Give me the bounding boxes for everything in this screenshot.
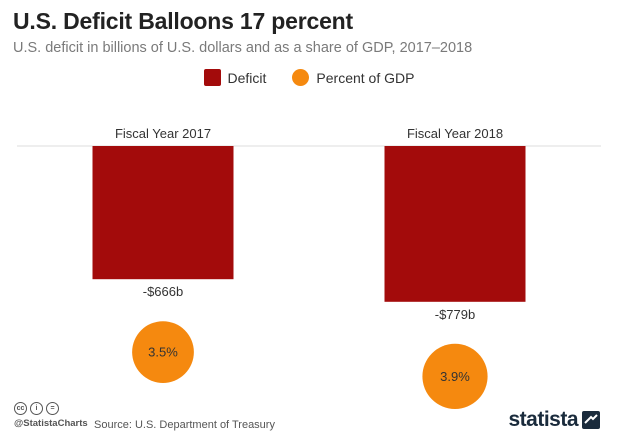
legend-swatch-deficit — [203, 69, 221, 86]
source-note: Source: U.S. Department of Treasury — [94, 419, 275, 431]
chart-title: U.S. Deficit Balloons 17 percent — [13, 8, 353, 34]
legend-label-deficit: Deficit — [227, 69, 267, 86]
license-block: cc i = @StatistaCharts — [14, 402, 88, 429]
legend-item-gdp: Percent of GDP — [292, 69, 414, 86]
gdp-bubble — [422, 343, 488, 409]
legend-swatch-gdp — [292, 69, 310, 86]
deficit-bar — [384, 146, 526, 302]
gdp-value-label: 3.5% — [148, 345, 178, 360]
deficit-value-label: -$779b — [435, 307, 475, 322]
no-derivatives-icon: = — [46, 402, 59, 415]
chart-subtitle: U.S. deficit in billions of U.S. dollars… — [13, 40, 473, 56]
category-label: Fiscal Year 2018 — [407, 126, 503, 141]
cc-icon: cc — [14, 402, 27, 415]
gdp-bubble — [132, 321, 194, 383]
attribution-icon: i — [30, 402, 43, 415]
statista-mark-icon — [582, 411, 600, 429]
deficit-value-label: -$666b — [143, 284, 183, 299]
legend-item-deficit: Deficit — [203, 69, 267, 86]
legend-label-gdp: Percent of GDP — [316, 69, 415, 86]
statista-logo: statista — [508, 408, 600, 432]
deficit-bar — [92, 146, 234, 280]
twitter-handle: @StatistaCharts — [14, 418, 88, 429]
gdp-value-label: 3.9% — [440, 369, 470, 384]
logo-text: statista — [508, 408, 578, 431]
chart-legend: Deficit Percent of GDP — [0, 69, 618, 86]
cc-license-icons: cc i = — [14, 402, 88, 415]
category-label: Fiscal Year 2017 — [115, 126, 211, 141]
